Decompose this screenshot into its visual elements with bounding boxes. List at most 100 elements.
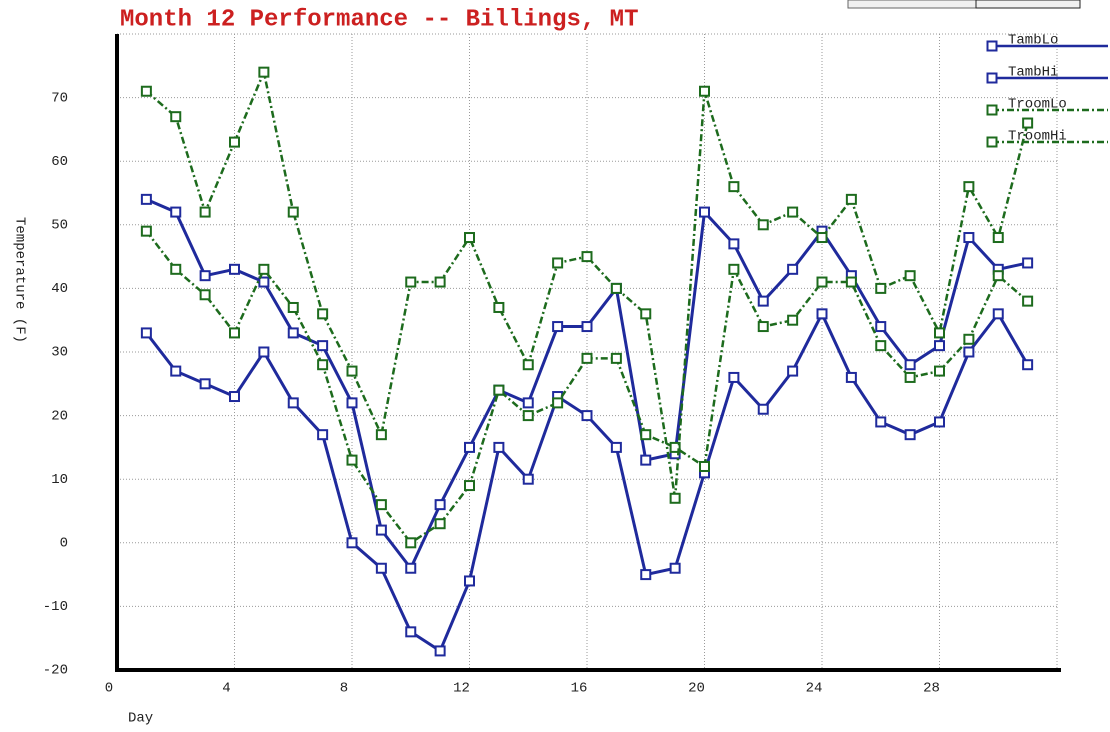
data-point <box>581 251 593 263</box>
legend-marker <box>986 72 998 84</box>
data-point <box>317 308 329 320</box>
x-tick-label: 8 <box>340 681 348 697</box>
data-point <box>199 206 211 218</box>
data-point <box>434 645 446 657</box>
data-point <box>699 460 710 472</box>
data-point <box>229 327 240 339</box>
data-point <box>787 365 799 377</box>
data-point <box>258 263 270 275</box>
legend-label: TambLo <box>1008 33 1058 49</box>
legend-marker <box>986 40 998 52</box>
data-point <box>464 575 475 587</box>
data-point <box>434 499 446 511</box>
data-point <box>287 206 299 218</box>
data-point <box>522 410 534 422</box>
toolbar-button[interactable] <box>847 0 977 9</box>
data-point <box>552 321 564 333</box>
legend-label: TroomLo <box>1008 97 1067 113</box>
data-point <box>581 410 593 422</box>
x-tick-label: 12 <box>453 681 470 697</box>
data-point <box>934 327 945 339</box>
data-point <box>199 289 211 301</box>
data-point <box>170 111 182 123</box>
data-point <box>787 314 799 326</box>
data-point <box>464 441 475 453</box>
data-point <box>229 263 240 275</box>
data-point <box>493 384 505 396</box>
y-tick-label: 0 <box>60 536 68 552</box>
data-point <box>728 263 740 275</box>
data-point <box>904 371 916 383</box>
data-point <box>434 276 446 288</box>
y-tick-label: 70 <box>51 90 68 106</box>
y-tick-label: 10 <box>51 472 68 488</box>
data-point <box>1022 117 1034 129</box>
data-point <box>1022 359 1034 371</box>
data-point <box>493 441 505 453</box>
data-point <box>904 429 916 441</box>
data-point <box>610 441 622 453</box>
data-point <box>405 537 417 549</box>
data-point <box>816 276 828 288</box>
y-tick-label: 60 <box>51 154 68 170</box>
chart-title: Month 12 Performance -- Billings, MT <box>120 6 638 33</box>
y-axis-label: Temperature (F) <box>11 217 27 343</box>
data-point <box>757 219 769 231</box>
data-point <box>434 518 446 530</box>
data-point <box>669 562 681 574</box>
data-point <box>1022 257 1034 269</box>
data-point <box>522 359 534 371</box>
data-point <box>317 359 329 371</box>
data-point <box>552 397 564 409</box>
data-point <box>787 263 799 275</box>
data-point <box>963 181 975 193</box>
data-point <box>140 85 152 97</box>
data-point <box>287 397 299 409</box>
y-tick-label: 40 <box>51 281 68 297</box>
data-point <box>875 282 887 294</box>
data-point <box>140 327 152 339</box>
data-point <box>992 270 1004 282</box>
data-point <box>405 626 417 638</box>
data-point <box>963 346 975 358</box>
data-point <box>229 391 240 403</box>
data-point <box>875 321 887 333</box>
data-point <box>787 206 799 218</box>
data-point <box>581 321 593 333</box>
y-tick-label: 50 <box>51 218 68 234</box>
legend-label: TambHi <box>1008 65 1058 81</box>
x-tick-label: 0 <box>105 681 113 697</box>
x-tick-label: 24 <box>806 681 823 697</box>
x-axis-label: Day <box>128 711 153 727</box>
data-point <box>640 308 652 320</box>
data-point <box>904 270 916 282</box>
data-point <box>140 193 152 205</box>
data-point <box>963 232 975 244</box>
toolbar-button[interactable] <box>975 0 1081 9</box>
y-tick-label: 30 <box>51 345 68 361</box>
legend-marker <box>986 136 998 148</box>
data-point <box>816 232 828 244</box>
data-point <box>699 206 710 218</box>
data-point <box>140 225 152 237</box>
data-point <box>375 562 387 574</box>
data-point <box>699 85 710 97</box>
data-point <box>346 397 358 409</box>
data-point <box>229 136 240 148</box>
data-point <box>728 238 740 250</box>
legend-marker <box>986 104 998 116</box>
data-point <box>346 365 358 377</box>
data-point <box>845 193 857 205</box>
data-point <box>375 524 387 536</box>
x-tick-label: 16 <box>571 681 588 697</box>
data-point <box>581 352 593 364</box>
data-point <box>963 333 975 345</box>
data-point <box>816 308 828 320</box>
data-point <box>669 492 681 504</box>
data-point <box>405 276 417 288</box>
data-point <box>287 327 299 339</box>
y-tick-label: -10 <box>43 599 68 615</box>
data-point <box>170 365 182 377</box>
data-point <box>375 499 387 511</box>
data-point <box>845 276 857 288</box>
